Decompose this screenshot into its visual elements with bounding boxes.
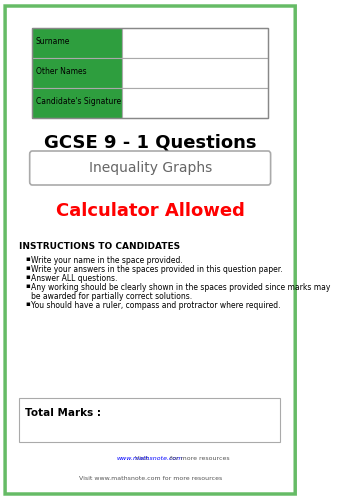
Bar [32,28,268,118]
Bar [32,28,122,58]
Text: be awarded for partially correct solutions.: be awarded for partially correct solutio… [32,292,193,301]
Bar [122,58,268,88]
Text: Write your answers in the spaces provided in this question paper.: Write your answers in the spaces provide… [32,265,283,274]
Text: Total Marks :: Total Marks : [25,408,102,418]
Text: ▪: ▪ [25,301,30,307]
Text: ▪: ▪ [25,274,30,280]
Text: Any working should be clearly shown in the spaces provided since marks may: Any working should be clearly shown in t… [32,283,331,292]
Text: Inequality Graphs: Inequality Graphs [88,161,212,175]
Text: ▪: ▪ [25,265,30,271]
Bar [122,28,268,58]
Bar [122,88,268,118]
Text: Visit www.mathsnote.com for more resources: Visit www.mathsnote.com for more resourc… [79,476,222,480]
Text: Answer ALL questions.: Answer ALL questions. [32,274,118,283]
Text: ▪: ▪ [25,283,30,289]
Text: Other Names: Other Names [36,67,86,76]
Text: INSTRUCTIONS TO CANDIDATES: INSTRUCTIONS TO CANDIDATES [19,242,180,251]
Text: for more resources: for more resources [168,456,230,460]
FancyBboxPatch shape [30,151,270,185]
Bar [32,88,122,118]
Text: Calculator Allowed: Calculator Allowed [56,202,245,220]
Text: www.mathsnote.com: www.mathsnote.com [117,456,183,460]
Bar [32,58,122,88]
Bar [19,398,280,442]
Text: You should have a ruler, compass and protractor where required.: You should have a ruler, compass and pro… [32,301,281,310]
Text: Surname: Surname [36,37,70,46]
FancyBboxPatch shape [5,6,295,494]
Text: Candidate's Signature: Candidate's Signature [36,97,121,106]
Text: ▪: ▪ [25,256,30,262]
Text: GCSE 9 - 1 Questions: GCSE 9 - 1 Questions [44,133,256,151]
Text: Visit: Visit [135,456,150,460]
Text: Write your name in the space provided.: Write your name in the space provided. [32,256,183,265]
